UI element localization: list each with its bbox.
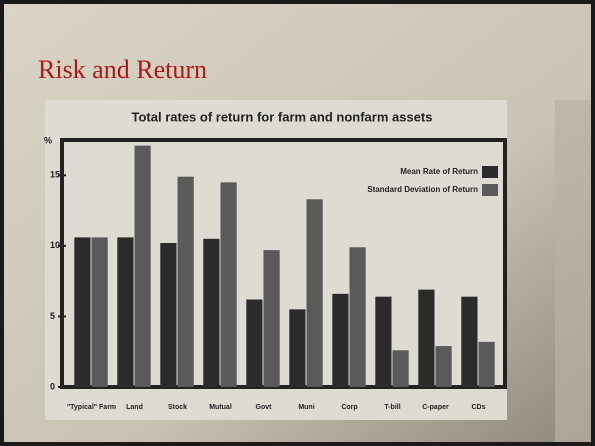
bar bbox=[306, 199, 323, 387]
bar bbox=[349, 247, 366, 387]
y-tick-label: 5 bbox=[50, 311, 55, 321]
x-tick-label: Corp bbox=[341, 404, 357, 411]
bar bbox=[435, 346, 452, 387]
y-axis-label: % bbox=[44, 135, 52, 145]
bar bbox=[392, 350, 409, 387]
x-tick-label: C-paper bbox=[422, 404, 449, 411]
x-tick-label: T-bill bbox=[384, 404, 400, 411]
legend-swatch bbox=[482, 166, 498, 178]
bar bbox=[117, 237, 134, 387]
bar bbox=[461, 296, 478, 387]
y-tick-label: 0 bbox=[50, 381, 55, 391]
y-tick-label: 15 bbox=[50, 170, 60, 180]
slide-title: Risk and Return bbox=[38, 55, 207, 84]
bar bbox=[134, 145, 151, 387]
x-tick-label: Mutual bbox=[209, 404, 232, 411]
x-tick-label: Govt bbox=[256, 404, 273, 411]
legend-swatch bbox=[482, 184, 498, 196]
plot-frame bbox=[60, 138, 507, 389]
x-tick-label: Muni bbox=[298, 404, 314, 411]
bar bbox=[375, 296, 392, 387]
y-tick-label: 10 bbox=[50, 240, 60, 250]
bar bbox=[220, 182, 237, 387]
legend-label: Standard Deviation of Return bbox=[367, 185, 478, 194]
bar bbox=[203, 238, 220, 387]
bar bbox=[418, 289, 435, 387]
x-tick-label: CDs bbox=[471, 404, 485, 411]
chart-title: Total rates of return for farm and nonfa… bbox=[132, 109, 433, 124]
x-tick-label: "Typical" Farm bbox=[67, 404, 116, 411]
bar bbox=[289, 309, 306, 387]
bar bbox=[74, 237, 91, 387]
legend-label: Mean Rate of Return bbox=[400, 167, 478, 176]
bar bbox=[160, 243, 177, 387]
bar bbox=[91, 237, 108, 387]
bar bbox=[478, 341, 495, 387]
bar bbox=[177, 176, 194, 387]
bar bbox=[246, 299, 263, 387]
column-decoration bbox=[555, 100, 591, 442]
x-tick-label: Land bbox=[126, 404, 143, 411]
x-tick-label: Stock bbox=[168, 404, 187, 411]
bar bbox=[263, 250, 280, 387]
bar bbox=[332, 293, 349, 387]
